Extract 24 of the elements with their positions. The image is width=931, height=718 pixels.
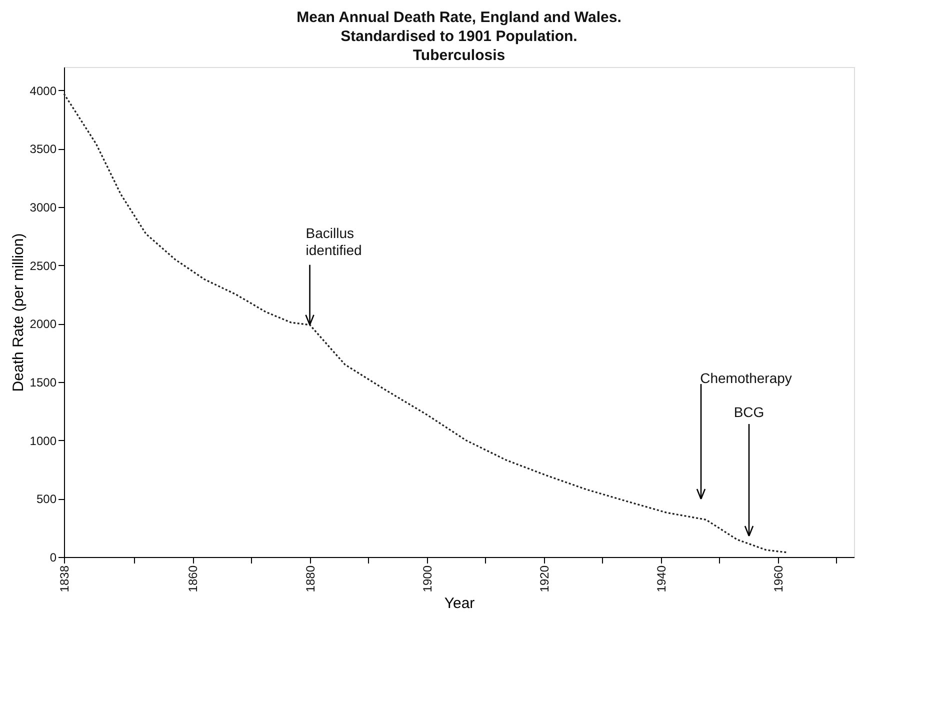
y-axis-title: Death Rate (per million) — [10, 233, 27, 392]
y-tick-label: 2500 — [30, 258, 57, 273]
y-tick-label: 1000 — [30, 434, 57, 448]
x-tick-label: 1838 — [58, 565, 72, 592]
y-tick-label: 2000 — [30, 317, 57, 332]
annotation: Bacillus identified — [306, 224, 362, 258]
x-tick-label: 1940 — [654, 565, 668, 592]
annotation: Chemotherapy — [700, 370, 792, 386]
y-tick-label: 3500 — [30, 142, 57, 156]
x-tick-label: 1880 — [303, 565, 318, 592]
y-tick-label: 500 — [36, 492, 57, 506]
y-tick-label: 1500 — [30, 376, 57, 390]
y-tick-label: 3000 — [30, 200, 57, 214]
x-tick-label: 1900 — [420, 565, 434, 592]
x-tick-label: 1860 — [186, 565, 200, 592]
y-tick-label: 0 — [50, 550, 57, 564]
x-axis-title: Year — [444, 595, 475, 612]
text: Standardised to 1901 Population. — [340, 28, 578, 45]
annotation: BCG — [734, 404, 764, 420]
y-tick-label: 4000 — [30, 84, 57, 98]
text: Tuberculosis — [412, 47, 506, 64]
x-tick-label: 1920 — [537, 565, 552, 592]
text: Mean Annual Death Rate, England and Wales. — [296, 9, 622, 26]
x-tick-label: 1960 — [771, 565, 786, 592]
